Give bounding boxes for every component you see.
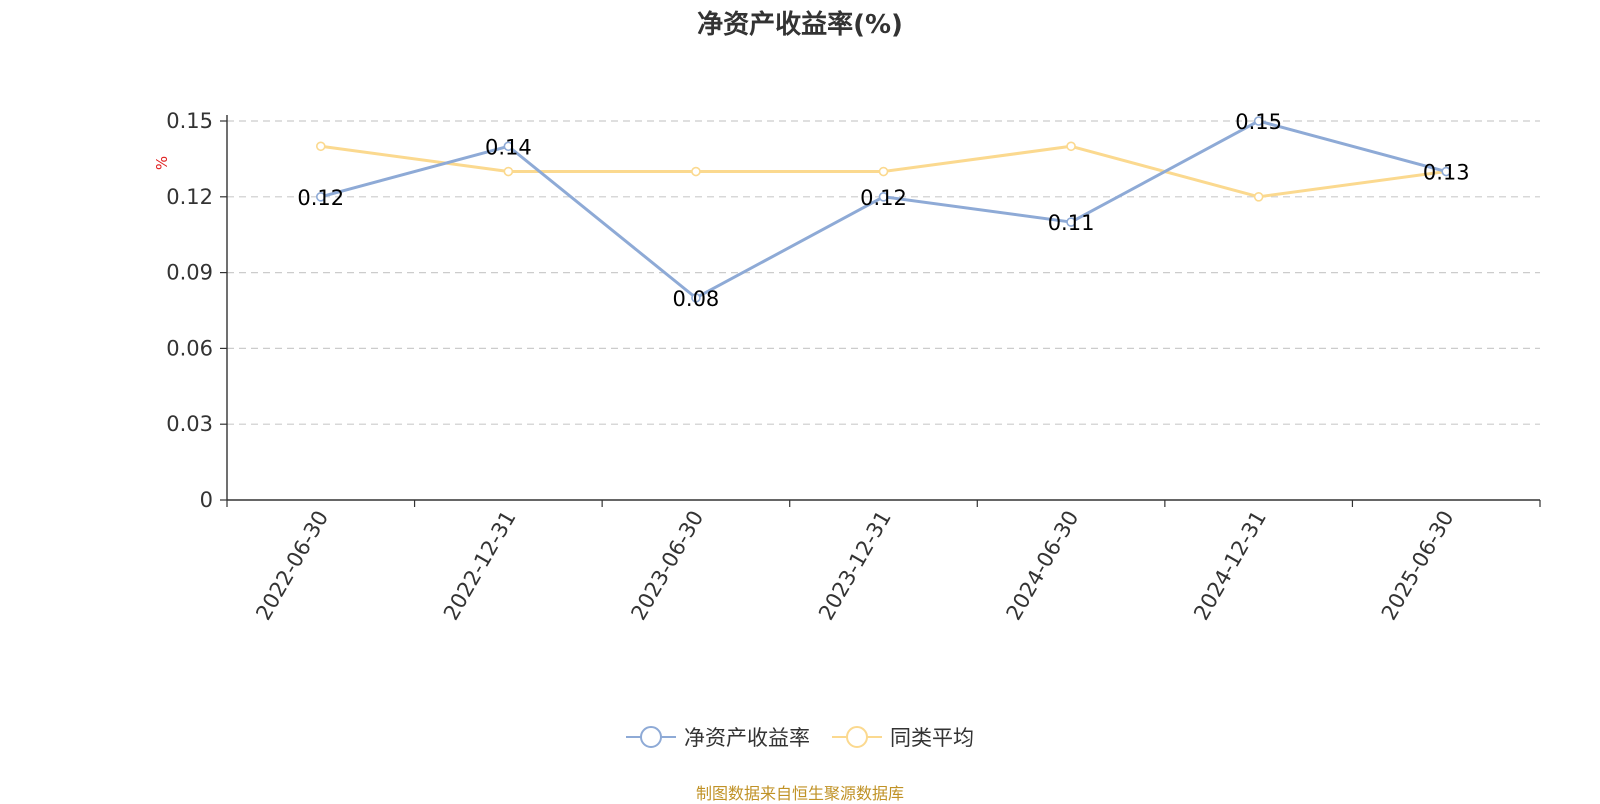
y-tick-label: 0.15	[166, 109, 213, 133]
y-tick-label: 0	[200, 488, 213, 512]
data-point-avg	[1066, 141, 1076, 152]
source-note: 制图数据来自恒生聚源数据库	[695, 784, 904, 803]
legend-item-roe[interactable]: 净资产收益率	[626, 722, 810, 752]
legend-roe-icon	[626, 726, 676, 748]
x-tick-label: 2023-12-31	[814, 507, 896, 625]
data-label-roe: 0.13	[1423, 161, 1470, 185]
legend-roe-label: 净资产收益率	[684, 726, 810, 750]
x-tick-label: 2024-12-31	[1189, 507, 1271, 625]
legend-avg-icon	[832, 726, 882, 748]
data-labels: 0.12 0.14 0.08 0.12 0.11 0.15 0.13	[297, 110, 1469, 311]
data-label-roe: 0.12	[860, 186, 907, 210]
data-label-roe: 0.14	[485, 135, 532, 159]
series	[315, 116, 1452, 303]
y-axis-unit-label: %	[153, 156, 171, 170]
x-tick-label: 2022-12-31	[439, 507, 521, 625]
legend-avg-label: 同类平均	[890, 726, 974, 750]
grid-lines	[227, 120, 1540, 425]
data-label-roe: 0.15	[1235, 110, 1282, 134]
data-point-roe	[1066, 217, 1076, 227]
legend-item-avg[interactable]: 同类平均	[832, 722, 974, 752]
data-point-avg	[878, 166, 889, 177]
data-point-roe	[315, 192, 326, 202]
x-tick-label: 2024-06-30	[1002, 507, 1084, 625]
y-tick-label: 0.03	[166, 412, 213, 436]
y-tick-label: 0.12	[166, 185, 213, 209]
data-point-avg	[691, 166, 701, 177]
legend: 净资产收益率 同类平均	[0, 722, 1600, 752]
data-point-roe	[1441, 166, 1452, 177]
data-point-avg	[503, 166, 514, 177]
x-tick-label: 2022-06-30	[251, 507, 333, 625]
data-point-avg	[315, 141, 326, 152]
x-tick-label: 2025-06-30	[1377, 507, 1459, 625]
data-point-roe	[503, 141, 514, 152]
data-label-roe: 0.11	[1048, 211, 1095, 235]
data-label-roe: 0.08	[673, 287, 720, 311]
y-tick-label: 0.06	[166, 336, 213, 360]
data-point-avg	[1253, 192, 1264, 202]
data-point-roe	[1253, 116, 1264, 126]
x-tick-label: 2023-06-30	[626, 507, 708, 625]
data-point-roe	[691, 293, 701, 303]
data-label-roe: 0.12	[297, 186, 344, 210]
chart-title: 净资产收益率(%)	[697, 10, 903, 40]
data-point-roe	[878, 192, 889, 202]
y-tick-label: 0.09	[166, 261, 213, 285]
